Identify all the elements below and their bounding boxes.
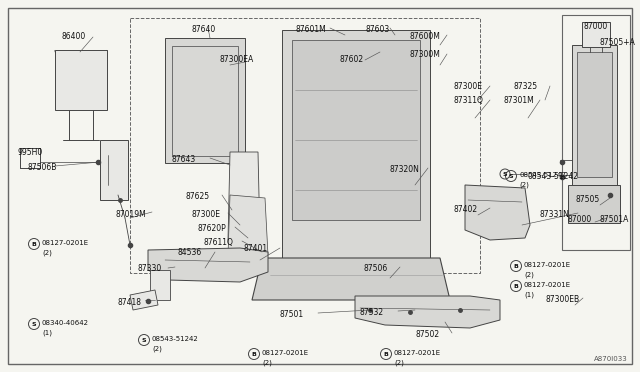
Text: 87532: 87532 bbox=[360, 308, 384, 317]
Text: 87418: 87418 bbox=[118, 298, 142, 307]
Text: S: S bbox=[509, 173, 513, 179]
Text: 87506B: 87506B bbox=[28, 163, 58, 172]
Text: 87625: 87625 bbox=[185, 192, 209, 201]
Text: 87620P: 87620P bbox=[198, 224, 227, 233]
Text: 87311Q: 87311Q bbox=[453, 96, 483, 105]
Bar bbox=[150, 270, 170, 300]
Text: 08127-0201E: 08127-0201E bbox=[524, 282, 571, 288]
Text: 87501A: 87501A bbox=[600, 215, 629, 224]
Text: (2): (2) bbox=[394, 359, 404, 366]
Polygon shape bbox=[228, 152, 260, 240]
Text: 87300E: 87300E bbox=[453, 82, 482, 91]
Text: 87320N: 87320N bbox=[390, 165, 420, 174]
Text: 87325: 87325 bbox=[513, 82, 537, 91]
Text: 08340-40642: 08340-40642 bbox=[42, 320, 89, 326]
Bar bbox=[172, 46, 238, 156]
Text: 87603: 87603 bbox=[365, 25, 389, 34]
Polygon shape bbox=[228, 195, 268, 255]
Bar bbox=[100, 140, 128, 200]
Text: S: S bbox=[502, 171, 508, 176]
Text: 87402: 87402 bbox=[453, 205, 477, 214]
Text: 87300E: 87300E bbox=[192, 210, 221, 219]
Text: 87401: 87401 bbox=[243, 244, 267, 253]
Bar bbox=[562, 15, 630, 250]
Text: (1): (1) bbox=[524, 291, 534, 298]
Text: 84536: 84536 bbox=[178, 248, 202, 257]
Text: 08543-51242: 08543-51242 bbox=[527, 172, 578, 181]
Polygon shape bbox=[282, 30, 430, 260]
Polygon shape bbox=[148, 248, 268, 282]
Text: B: B bbox=[31, 241, 36, 247]
Text: 87501: 87501 bbox=[280, 310, 304, 319]
Text: B: B bbox=[513, 283, 518, 289]
Text: 87506: 87506 bbox=[363, 264, 387, 273]
Text: 08543-51242: 08543-51242 bbox=[152, 336, 199, 342]
Text: (2): (2) bbox=[152, 345, 162, 352]
Text: 87502: 87502 bbox=[415, 330, 439, 339]
Text: (2): (2) bbox=[42, 249, 52, 256]
Text: 87611Q: 87611Q bbox=[204, 238, 234, 247]
Text: 87019M: 87019M bbox=[115, 210, 146, 219]
Text: 87300EB: 87300EB bbox=[545, 295, 579, 304]
Text: 08127-0201E: 08127-0201E bbox=[262, 350, 309, 356]
Text: 87301M: 87301M bbox=[503, 96, 534, 105]
Text: 87331N: 87331N bbox=[540, 210, 570, 219]
Text: (2): (2) bbox=[519, 181, 529, 187]
Text: B: B bbox=[252, 352, 257, 356]
Polygon shape bbox=[355, 296, 500, 328]
Text: 87505: 87505 bbox=[576, 195, 600, 204]
Bar bbox=[292, 40, 420, 220]
Text: 86400: 86400 bbox=[62, 32, 86, 41]
Text: 87300EA: 87300EA bbox=[219, 55, 253, 64]
Text: 08127-0201E: 08127-0201E bbox=[42, 240, 89, 246]
Text: A870I033: A870I033 bbox=[595, 356, 628, 362]
Text: 87300M: 87300M bbox=[410, 50, 441, 59]
Text: B: B bbox=[383, 352, 388, 356]
Text: S: S bbox=[141, 337, 147, 343]
Text: 08543-51242: 08543-51242 bbox=[519, 172, 566, 178]
Bar bbox=[568, 185, 620, 223]
Text: (1): (1) bbox=[42, 329, 52, 336]
Text: 87505+A: 87505+A bbox=[600, 38, 636, 47]
Polygon shape bbox=[252, 258, 450, 300]
Text: 87640: 87640 bbox=[192, 25, 216, 34]
Text: B: B bbox=[513, 263, 518, 269]
Text: 87000: 87000 bbox=[568, 215, 592, 224]
Text: 08127-0201E: 08127-0201E bbox=[524, 262, 571, 268]
Text: 08127-0201E: 08127-0201E bbox=[394, 350, 441, 356]
Bar bbox=[572, 45, 617, 185]
Polygon shape bbox=[465, 185, 530, 240]
Bar bbox=[165, 38, 245, 163]
Text: 87330: 87330 bbox=[138, 264, 163, 273]
Text: 87602: 87602 bbox=[340, 55, 364, 64]
Text: (2): (2) bbox=[524, 271, 534, 278]
Text: 87601M: 87601M bbox=[295, 25, 326, 34]
Bar bbox=[55, 50, 107, 110]
Polygon shape bbox=[130, 290, 158, 310]
Text: 87600M: 87600M bbox=[410, 32, 441, 41]
Text: 87643: 87643 bbox=[172, 155, 196, 164]
Bar bbox=[582, 22, 610, 47]
Text: (2): (2) bbox=[262, 359, 272, 366]
Text: 87000: 87000 bbox=[583, 22, 607, 31]
Text: 995H0: 995H0 bbox=[18, 148, 44, 157]
Bar bbox=[577, 52, 612, 177]
Text: S: S bbox=[32, 321, 36, 327]
Bar bbox=[130, 18, 480, 273]
